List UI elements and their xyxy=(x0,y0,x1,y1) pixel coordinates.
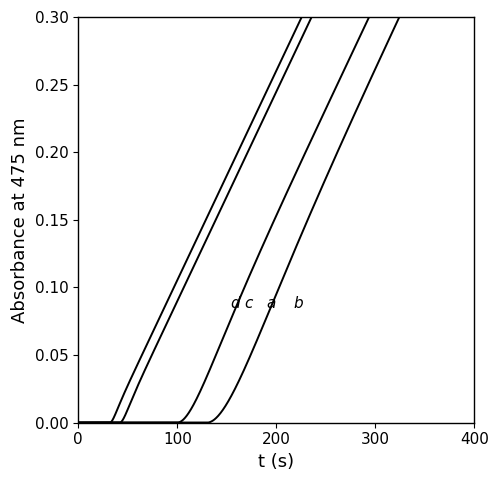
X-axis label: t (s): t (s) xyxy=(258,453,294,471)
Text: c: c xyxy=(244,296,253,311)
Text: a: a xyxy=(266,296,276,311)
Y-axis label: Absorbance at 475 nm: Absorbance at 475 nm xyxy=(11,117,29,322)
Text: d: d xyxy=(230,296,239,311)
Text: b: b xyxy=(294,296,303,311)
